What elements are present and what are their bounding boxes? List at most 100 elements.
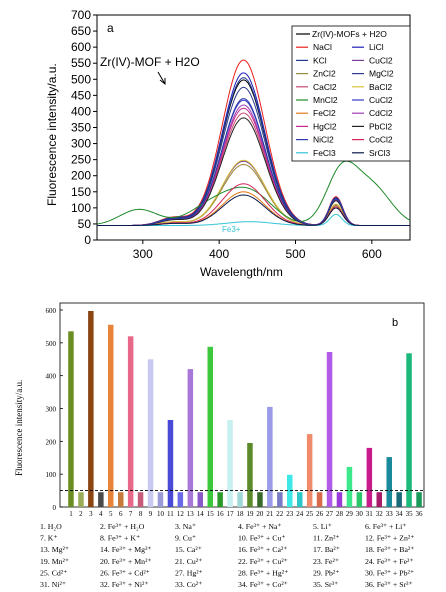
panel-b-legend: 1. H₂O 2. Fe³⁺ + H₂O 3. Na⁺ 4. Fe³⁺ + Na⁺ 5.…	[40, 522, 414, 589]
panel-b-letter: b	[392, 317, 398, 329]
x-tick-label: 34	[396, 510, 404, 518]
bar	[366, 447, 373, 507]
y-tick-label: 700	[71, 8, 91, 22]
legend-label: PbCl2	[369, 121, 392, 131]
bar	[127, 336, 134, 507]
y-tick-label: 600	[46, 307, 57, 315]
x-tick-label: 31	[366, 510, 374, 518]
panel-a-annotation: Zr(IV)-MOF + H2O	[100, 55, 200, 69]
legend-entry: 28. Fe³⁺ + Hg²⁺	[238, 568, 288, 577]
y-tick-label: 500	[71, 72, 91, 86]
panel-a-xlabel: Wavelength/nm	[200, 265, 283, 279]
x-tick-label: 400	[209, 247, 229, 261]
legend-entry: 2. Fe³⁺ + H₂O	[100, 522, 145, 531]
legend-entry: 36. Fe³⁺ + Sr³⁺	[365, 580, 413, 589]
panel-b-ylabel: Fluorescence intensity/a.u.	[14, 380, 24, 476]
y-tick-label: 500	[46, 340, 57, 348]
legend-entry: 6. Fe³⁺ + Li⁺	[365, 522, 406, 531]
x-tick-label: 500	[285, 247, 305, 261]
legend-entry: 21. Cu²⁺	[175, 557, 202, 566]
legend-label: CuCl2	[369, 95, 393, 105]
x-tick-label: 24	[296, 510, 304, 518]
bar	[416, 492, 422, 507]
legend-entry: 4. Fe³⁺ + Na⁺	[238, 522, 282, 531]
bar	[68, 331, 74, 507]
legend-label: ZnCl2	[313, 69, 336, 79]
legend-entry: 5. Li⁺	[313, 522, 332, 531]
y-tick-label: 200	[71, 169, 91, 183]
bar	[187, 369, 194, 507]
y-tick-label: 200	[46, 438, 57, 446]
bar	[197, 492, 203, 507]
bar	[237, 492, 243, 507]
legend-label: CuCl2	[369, 55, 393, 65]
y-tick-label: 300	[71, 137, 91, 151]
x-tick-label: 29	[346, 510, 354, 518]
x-tick-label: 32	[376, 510, 384, 518]
panel-a-letter: a	[107, 21, 114, 35]
legend-label: HgCl2	[313, 121, 337, 131]
legend-label: FeCl3	[313, 148, 336, 158]
bar	[277, 492, 283, 507]
bar	[118, 492, 124, 507]
x-tick-label: 21	[266, 510, 274, 518]
legend-frame	[291, 25, 411, 162]
legend-entry: 16. Fe³⁺ + Ca²⁺	[238, 545, 287, 554]
x-tick-label: 11	[167, 510, 174, 518]
y-tick-label: 450	[71, 88, 91, 102]
x-tick-label: 3	[89, 510, 93, 518]
legend-entry: 22. Fe³⁺ + Cu²⁺	[238, 557, 288, 566]
bar	[108, 324, 114, 507]
legend-entry: 24. Fe³⁺ + Fe²⁺	[365, 557, 414, 566]
x-tick-label: 5	[109, 510, 113, 518]
bar	[78, 492, 84, 507]
x-tick-label: 14	[197, 510, 205, 518]
legend-label: CdCl2	[369, 108, 393, 118]
legend-label: KCl	[313, 55, 327, 65]
legend-entry: 15. Ca²⁺	[175, 545, 202, 554]
y-tick-label: 600	[71, 40, 91, 54]
bar	[376, 492, 382, 507]
bar	[177, 492, 184, 507]
bar	[98, 492, 104, 507]
panel-a-chart: 0 50 100 150 200 250 300 350 400 450 500 550 600 650 7…	[45, 8, 411, 279]
y-tick-label: 0	[53, 504, 57, 512]
x-tick-label: 15	[207, 510, 215, 518]
bar	[207, 346, 213, 507]
legend-entry: 7. K⁺	[40, 534, 58, 543]
x-tick-label: 27	[326, 510, 334, 518]
y-tick-label: 550	[71, 56, 91, 70]
spectrum-line	[97, 191, 410, 226]
legend-entry: 25. Cd²⁺	[40, 568, 67, 577]
legend-entry: 32. Fe³⁺ + Ni²⁺	[100, 580, 149, 589]
spectrum-line	[97, 213, 410, 226]
legend-entry: 34. Fe³⁺ + Co²⁺	[238, 580, 288, 589]
bar	[326, 352, 333, 507]
legend-label: LiCl	[369, 42, 384, 52]
x-tick-label: 35	[406, 510, 414, 518]
x-tick-label: 28	[336, 510, 344, 518]
panel-a-ylabel: Fluorescence intensity/a.u.	[45, 63, 59, 206]
legend-entry: 11. Zn²⁺	[313, 534, 340, 543]
legend-entry: 19. Mn²⁺	[40, 557, 69, 566]
x-tick-label: 20	[256, 510, 264, 518]
legend-label: BaCl2	[369, 82, 392, 92]
y-tick-label: 0	[84, 233, 91, 247]
bar	[336, 492, 343, 507]
x-tick-label: 26	[316, 510, 324, 518]
x-tick-label: 600	[362, 247, 382, 261]
fe3-annotation: Fe3+	[222, 225, 241, 234]
bar	[316, 492, 323, 507]
legend-entry: 17. Ba²⁺	[313, 545, 340, 554]
legend-entry: 26. Fe³⁺ + Cd²⁺	[100, 568, 150, 577]
bar	[297, 492, 303, 507]
y-tick-label: 400	[46, 373, 57, 381]
legend-entry: 12. Fe³⁺ + Zn²⁺	[365, 534, 414, 543]
x-tick-label: 12	[177, 510, 185, 518]
x-tick-label: 10	[157, 510, 165, 518]
bar	[157, 492, 164, 507]
x-tick-label: 4	[99, 510, 103, 518]
y-tick-label: 100	[46, 471, 57, 479]
x-tick-label: 7	[129, 510, 133, 518]
